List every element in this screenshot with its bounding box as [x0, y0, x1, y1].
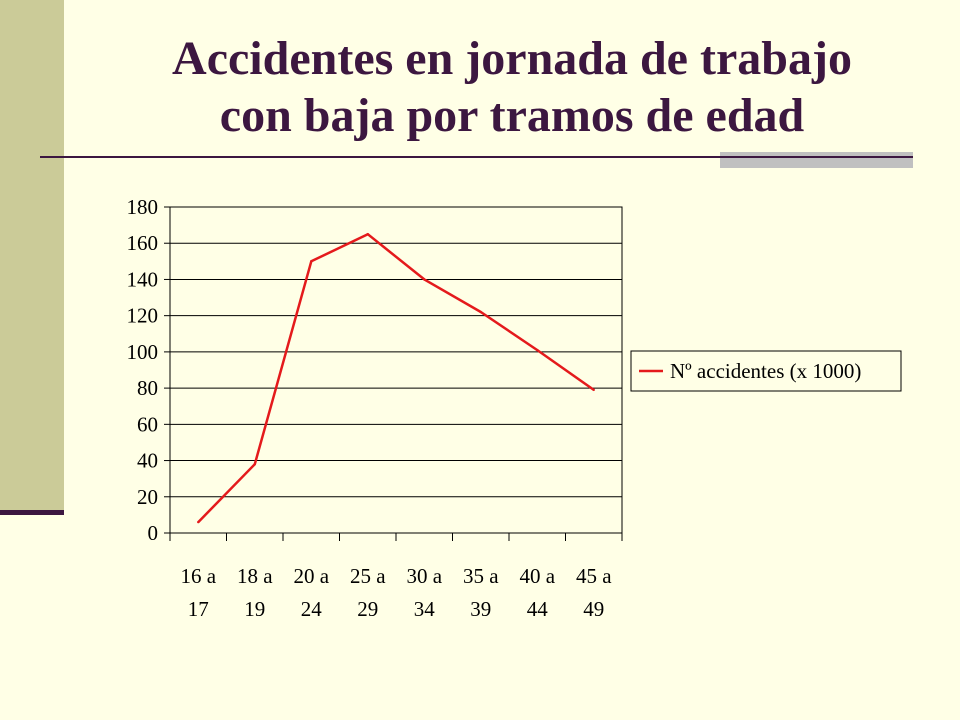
data-point: [310, 260, 313, 263]
x-tick-label: 35 a: [463, 564, 499, 588]
x-tick-label: 19: [244, 597, 265, 621]
sidebar-decoration: [0, 0, 64, 510]
x-tick-label: 39: [470, 597, 491, 621]
y-tick-label: 40: [137, 449, 158, 473]
data-point: [536, 348, 539, 352]
data-point: [479, 310, 482, 314]
x-tick-label: 34: [414, 597, 436, 621]
x-tick-label: 30 a: [406, 564, 442, 588]
y-tick-label: 100: [127, 340, 159, 364]
x-tick-label: 40 a: [519, 564, 555, 588]
legend-label: Nº accidentes (x 1000): [670, 359, 861, 383]
y-tick-label: 140: [127, 267, 159, 291]
y-tick-label: 180: [127, 195, 159, 219]
data-point: [366, 232, 369, 236]
x-tick-label: 24: [301, 597, 323, 621]
x-tick-label: 16 a: [180, 564, 216, 588]
title-line-2: con baja por tramos de edad: [219, 89, 805, 142]
data-point: [423, 278, 426, 281]
series-line-0: [197, 232, 595, 523]
data-point: [253, 462, 256, 466]
x-tick-label: 18 a: [237, 564, 273, 588]
x-tick-label: 25 a: [350, 564, 386, 588]
x-tick-label: 17: [188, 597, 209, 621]
y-tick-label: 60: [137, 412, 158, 436]
y-tick-label: 20: [137, 485, 158, 509]
slide-title: Accidentes en jornada de trabajo con baj…: [64, 30, 960, 144]
x-tick-label: 49: [583, 597, 604, 621]
y-tick-label: 0: [148, 521, 159, 545]
x-tick-label: 29: [357, 597, 378, 621]
x-tick-label: 45 a: [576, 564, 612, 588]
y-tick-label: 160: [127, 231, 159, 255]
x-tick-label: 44: [527, 597, 549, 621]
title-line-1: Accidentes en jornada de trabajo: [172, 32, 852, 85]
y-tick-label: 120: [127, 304, 159, 328]
sidebar-underline: [0, 510, 64, 515]
data-point: [592, 388, 595, 392]
legend-box: [630, 350, 902, 392]
title-rule: [40, 156, 913, 158]
y-tick-label: 80: [137, 376, 158, 400]
x-tick-label: 20 a: [293, 564, 329, 588]
data-point: [197, 520, 200, 524]
